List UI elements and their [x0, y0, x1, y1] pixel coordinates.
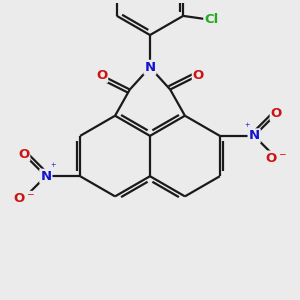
Text: Cl: Cl [204, 14, 218, 26]
Text: $^+$: $^+$ [49, 162, 57, 172]
Text: N: N [249, 129, 260, 142]
Text: O: O [193, 69, 204, 82]
Text: O: O [18, 148, 29, 160]
Text: N: N [144, 61, 156, 74]
Text: O: O [271, 107, 282, 120]
Text: O$^-$: O$^-$ [13, 192, 34, 205]
Text: $^+$: $^+$ [243, 122, 251, 132]
Text: O: O [96, 69, 107, 82]
Text: N: N [40, 170, 51, 183]
Text: O$^-$: O$^-$ [266, 152, 287, 165]
